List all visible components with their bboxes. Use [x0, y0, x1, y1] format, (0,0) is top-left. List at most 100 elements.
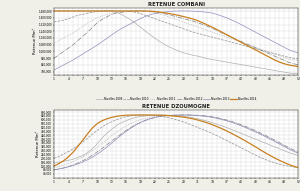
Nivelles 2014 — [143, 114, 147, 116]
Nivelles 2009 — [172, 114, 176, 117]
Nivelles 2014 — [201, 22, 204, 24]
Nivelles 2011 — [71, 160, 75, 163]
Nivelles 2011 — [206, 115, 209, 117]
Nivelles 2009 — [201, 56, 204, 58]
Nivelles 2013 — [139, 121, 142, 124]
Nivelles 2009 — [210, 58, 214, 61]
Line: Nivelles 2009: Nivelles 2009 — [54, 11, 298, 74]
Nivelles 2009 — [139, 115, 142, 118]
Nivelles 2010 — [215, 135, 219, 137]
Legend: Nivelles 2009, Nivelles 2010, Nivelles 2011, Nivelles 2012, Nivelles 2013, Nivel: Nivelles 2009, Nivelles 2010, Nivelles 2… — [95, 96, 257, 102]
Title: RETENUE DZOUMOGNE: RETENUE DZOUMOGNE — [142, 104, 210, 109]
Line: Nivelles 2009: Nivelles 2009 — [54, 115, 298, 163]
Nivelles 2012 — [206, 115, 209, 117]
Nivelles 2010 — [297, 166, 300, 169]
Nivelles 2009 — [139, 26, 142, 28]
Nivelles 2011 — [215, 33, 219, 35]
Line: Nivelles 2013: Nivelles 2013 — [54, 11, 298, 70]
Nivelles 2011 — [52, 167, 56, 169]
Nivelles 2014 — [297, 167, 300, 169]
Nivelles 2013 — [177, 10, 180, 12]
Nivelles 2013 — [297, 52, 300, 54]
Line: Nivelles 2014: Nivelles 2014 — [54, 115, 298, 168]
Nivelles 2009 — [206, 120, 209, 122]
Line: Nivelles 2013: Nivelles 2013 — [54, 115, 298, 170]
Nivelles 2011 — [52, 42, 56, 44]
Nivelles 2010 — [206, 130, 209, 133]
Line: Nivelles 2012: Nivelles 2012 — [54, 115, 298, 170]
Line: Nivelles 2012: Nivelles 2012 — [54, 11, 298, 65]
Nivelles 2011 — [71, 32, 75, 34]
Nivelles 2012 — [206, 25, 209, 27]
Line: Nivelles 2011: Nivelles 2011 — [54, 11, 298, 61]
Nivelles 2013 — [297, 152, 300, 155]
Nivelles 2009 — [71, 158, 75, 160]
Nivelles 2012 — [143, 10, 147, 12]
Nivelles 2012 — [172, 15, 176, 17]
Nivelles 2014 — [297, 66, 300, 68]
Nivelles 2011 — [172, 17, 176, 20]
Nivelles 2010 — [297, 58, 300, 60]
Nivelles 2009 — [282, 150, 286, 152]
Nivelles 2012 — [297, 64, 300, 66]
Nivelles 2010 — [71, 148, 75, 150]
Nivelles 2014 — [52, 10, 56, 12]
Nivelles 2013 — [206, 116, 209, 118]
Nivelles 2013 — [52, 69, 56, 71]
Nivelles 2013 — [71, 59, 75, 61]
Nivelles 2010 — [52, 157, 56, 159]
Nivelles 2012 — [71, 44, 75, 46]
Nivelles 2014 — [215, 125, 219, 128]
Nivelles 2012 — [282, 59, 286, 62]
Nivelles 2011 — [282, 56, 286, 58]
Nivelles 2013 — [215, 13, 219, 15]
Nivelles 2011 — [282, 146, 286, 148]
Nivelles 2012 — [215, 117, 219, 119]
Line: Nivelles 2014: Nivelles 2014 — [54, 11, 298, 67]
Nivelles 2009 — [215, 123, 219, 125]
Nivelles 2013 — [167, 114, 171, 117]
Nivelles 2012 — [282, 144, 286, 146]
Nivelles 2014 — [52, 165, 56, 167]
Nivelles 2011 — [186, 114, 190, 116]
Nivelles 2014 — [167, 12, 171, 15]
Nivelles 2009 — [297, 73, 300, 75]
Y-axis label: Retenue Mm³: Retenue Mm³ — [33, 28, 37, 54]
Nivelles 2009 — [52, 10, 56, 12]
Nivelles 2014 — [282, 161, 286, 164]
Nivelles 2010 — [52, 21, 56, 23]
Nivelles 2014 — [71, 151, 75, 153]
Nivelles 2014 — [139, 10, 142, 12]
Nivelles 2011 — [129, 10, 133, 12]
Nivelles 2013 — [215, 117, 219, 120]
Nivelles 2009 — [167, 46, 171, 48]
Y-axis label: Retenue Mm³: Retenue Mm³ — [36, 131, 40, 157]
Nivelles 2009 — [278, 70, 281, 72]
Nivelles 2013 — [177, 114, 180, 116]
Line: Nivelles 2010: Nivelles 2010 — [54, 11, 298, 59]
Nivelles 2014 — [210, 26, 214, 28]
Nivelles 2010 — [143, 14, 147, 16]
Nivelles 2011 — [167, 114, 171, 117]
Nivelles 2012 — [52, 57, 56, 59]
Nivelles 2014 — [206, 122, 209, 124]
Nivelles 2010 — [105, 10, 109, 12]
Nivelles 2011 — [297, 60, 300, 62]
Nivelles 2013 — [139, 17, 142, 20]
Nivelles 2010 — [143, 114, 147, 116]
Nivelles 2011 — [206, 29, 209, 32]
Nivelles 2013 — [71, 164, 75, 167]
Line: Nivelles 2010: Nivelles 2010 — [54, 115, 298, 168]
Nivelles 2013 — [167, 10, 171, 13]
Nivelles 2013 — [282, 145, 286, 147]
Nivelles 2010 — [139, 114, 142, 116]
Nivelles 2010 — [172, 118, 176, 120]
Nivelles 2014 — [278, 61, 281, 63]
Nivelles 2013 — [206, 11, 209, 13]
Title: RETENUE COMBANI: RETENUE COMBANI — [148, 2, 205, 6]
Nivelles 2011 — [215, 117, 219, 119]
Nivelles 2010 — [215, 37, 219, 40]
Nivelles 2010 — [71, 16, 75, 18]
Nivelles 2012 — [52, 169, 56, 171]
Nivelles 2010 — [282, 164, 286, 166]
